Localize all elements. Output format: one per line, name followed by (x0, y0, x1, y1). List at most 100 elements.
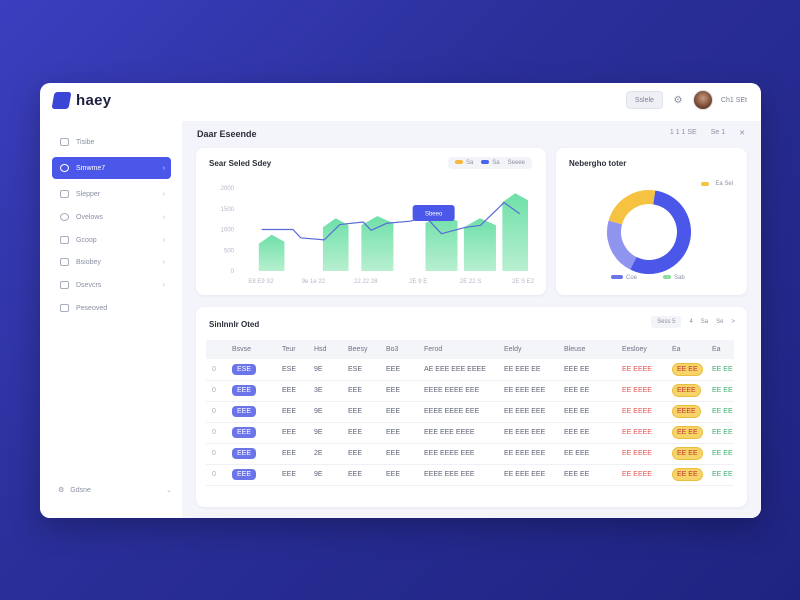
donut-slice[interactable] (608, 190, 656, 225)
avatar[interactable] (692, 90, 713, 110)
table-cell: EEE (276, 422, 308, 444)
sidebar-footer[interactable]: ⚙ Gdsne ⌄ (58, 486, 172, 495)
table-cell: EEE (380, 380, 418, 402)
table-cell: EEEE EEE EEE (418, 464, 498, 486)
column-header[interactable]: Bo3 (380, 340, 418, 359)
column-header[interactable] (206, 340, 226, 359)
x-tick-label: 2E 9 E (409, 279, 427, 285)
table-row[interactable]: 0 EEE EEE 9E EEE EEE EEE EEE EEEE EE EEE EEE EEE… (206, 422, 734, 444)
table-cell: 3E (308, 380, 342, 402)
table-row[interactable]: 0 EEE EEE 2E EEE EEE EEE EEEE EEE EE EEE EEE EE … (206, 443, 734, 465)
chevron-right-icon[interactable]: > (731, 319, 735, 325)
sidebar-item-peseoved[interactable]: Peseoved (52, 297, 171, 319)
table-cell: ESE (226, 359, 276, 381)
chevron-right-icon: › (162, 164, 165, 172)
donut-slice[interactable] (607, 220, 637, 270)
table-cell: 9E (308, 464, 342, 486)
table-cell: 2E (308, 443, 342, 465)
table-cell: EEE (380, 359, 418, 381)
table-cell: EE EE (706, 422, 734, 444)
table-cell: EEE (276, 401, 308, 423)
table-cell: EEEE (666, 380, 706, 402)
column-header[interactable]: Eeldy (498, 340, 558, 359)
legend-item[interactable]: Coe (611, 275, 637, 281)
chevron-right-icon: › (162, 236, 165, 244)
sidebar-item-ovelows[interactable]: Ovelows › (52, 206, 171, 228)
table-cell: EEE (380, 401, 418, 423)
chevron-right-icon: › (162, 213, 165, 221)
column-header[interactable]: Ea (666, 340, 706, 359)
column-header[interactable]: Eesloey (616, 340, 666, 359)
chevron-right-icon: › (162, 281, 165, 289)
sidebar-item-dsevcrs[interactable]: Dsevcrs › (52, 274, 171, 296)
area-chart-title: Sear Seled Sdey (209, 159, 272, 168)
table-row[interactable]: 0 EEE EEE 3E EEE EEE EEEE EEEE EEE EE EEE EEE EE… (206, 380, 734, 402)
sidebar-item-bsiobey[interactable]: Bsiobey › (52, 251, 171, 273)
page-action[interactable]: Se 1 (710, 129, 726, 136)
table-card: Sinlnnlr Oted Sess 5 4 Sa Se > Bsvse Teu… (196, 307, 747, 507)
table-cell: EE EEE (558, 443, 616, 465)
table-row[interactable]: 0 EEE EEE 9E EEE EEE EEEE EEE EEE EE EEE EEE EEE… (206, 464, 734, 486)
close-icon[interactable]: ✕ (739, 130, 745, 137)
table-cell: EE EE (666, 443, 706, 465)
sidebar-item-tisibe[interactable]: Tisibe (52, 131, 171, 153)
table-cell: EE EEEE (616, 401, 666, 423)
logo[interactable]: haey (51, 92, 111, 109)
page-next[interactable]: Se (716, 319, 724, 325)
user-name[interactable]: Ch1 SEt (720, 96, 747, 104)
legend-item[interactable]: Sab (663, 275, 685, 281)
page-action[interactable]: 1 1 1 SE (669, 129, 697, 136)
column-header[interactable]: Hsd (308, 340, 342, 359)
table-cell: EEE EEEE EEE (418, 443, 498, 465)
circle-icon (60, 164, 69, 172)
data-table: Bsvse Teur Hsd Beesy Bo3 Ferod Eeldy Ble… (206, 340, 734, 486)
column-header[interactable]: Ea (706, 340, 734, 359)
donut-legend-top: Ea Sel (701, 181, 733, 187)
table-cell: EEE (380, 443, 418, 465)
table-cell: EEE (226, 422, 276, 444)
area-bar (425, 214, 458, 271)
table-cell: EEE EEE EEEE (418, 422, 498, 444)
table-cell: EEE EE (558, 380, 616, 402)
x-tick-label: 2E 22 S (460, 279, 481, 285)
column-header[interactable]: Bleuse (558, 340, 616, 359)
legend-item[interactable]: Sa (481, 160, 500, 166)
page-number[interactable]: 4 (689, 319, 693, 325)
table-cell: EE EEE EEE (498, 443, 558, 465)
user-icon[interactable]: ⚙ (673, 94, 683, 106)
column-header[interactable]: Beesy (342, 340, 380, 359)
rows-per-page[interactable]: Sess 5 (651, 316, 682, 328)
column-header[interactable]: Ferod (418, 340, 498, 359)
page-prev[interactable]: Sa (700, 319, 709, 325)
table-cell: EEE (342, 401, 380, 423)
sidebar-item-label: Smwme7 (76, 164, 106, 172)
table-cell: EE EEEE (616, 464, 666, 486)
table-cell: 0 (206, 380, 226, 402)
table-cell: 0 (206, 359, 226, 381)
table-cell: EE EEEE (616, 380, 666, 402)
x-tick-label: 22 22 28 (354, 279, 378, 285)
table-row[interactable]: 0 EEE EEE 9E EEE EEE EEEE EEEE EEE EE EEE EEE EE… (206, 401, 734, 423)
x-tick-label: 9e 1e 22 (302, 279, 326, 285)
table-cell: 9E (308, 401, 342, 423)
legend-item[interactable]: Seeee (507, 160, 525, 166)
area-bar (502, 193, 528, 271)
sidebar-item-gcoop[interactable]: Gcoop › (52, 229, 171, 251)
sidebar-item-smwme7[interactable]: Smwme7 › (52, 157, 171, 179)
table-row[interactable]: 0 ESE ESE 9E ESE EEE AE EEE EEE EEEE EE EEE EE E… (206, 359, 734, 381)
table-cell: 9E (308, 422, 342, 444)
main-content: Daar Eseende 1 1 1 SE Se 1 ✕ Sear Seled … (182, 121, 761, 518)
sidebar-item-label: Peseoved (76, 304, 108, 312)
sidebar-footer-label: Gdsne (70, 486, 91, 494)
table-cell: EE EEEE (616, 359, 666, 381)
topbar-button[interactable]: Sslele (625, 91, 663, 109)
area-chart-legend: Sa Sa Seeee (447, 157, 532, 169)
column-header[interactable]: Bsvse (226, 340, 276, 359)
table-header-row: Bsvse Teur Hsd Beesy Bo3 Ferod Eeldy Ble… (206, 340, 734, 359)
legend-item[interactable]: Sa (454, 160, 473, 166)
table-cell: EE EEE EEE (498, 422, 558, 444)
chevron-down-icon: ⌄ (166, 487, 172, 494)
sidebar-item-slepper[interactable]: Slepper › (52, 183, 171, 205)
donut-slice[interactable] (630, 190, 691, 274)
column-header[interactable]: Teur (276, 340, 308, 359)
